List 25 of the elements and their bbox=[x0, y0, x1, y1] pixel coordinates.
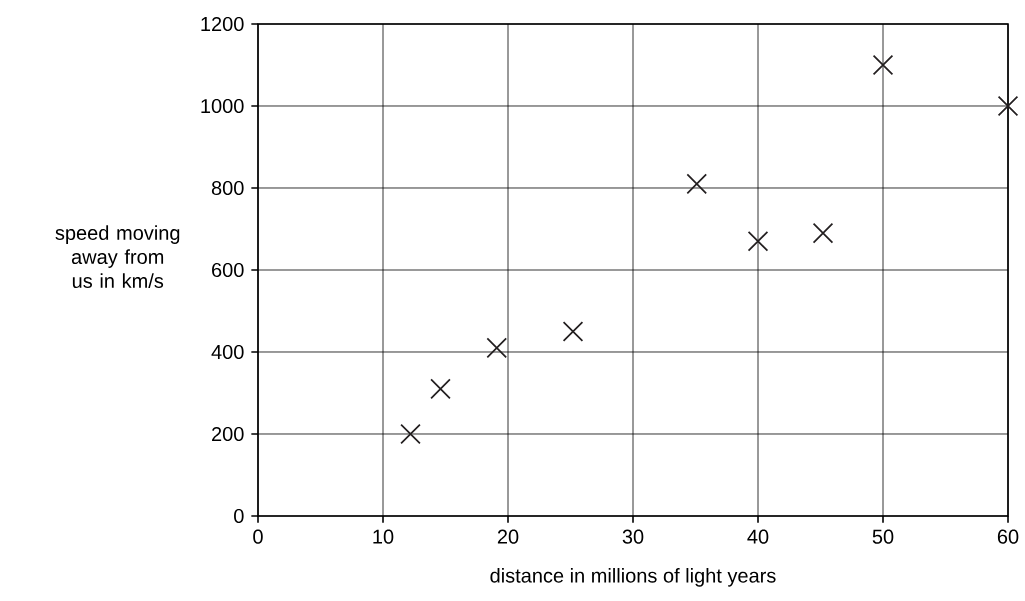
x-axis-title: distance in millions of light years bbox=[490, 568, 776, 587]
point bbox=[747, 231, 769, 252]
x-tick-label: 30 bbox=[622, 529, 644, 544]
point bbox=[686, 173, 708, 195]
x-tick-label: 0 bbox=[253, 529, 263, 544]
y-tick-label: 600 bbox=[212, 262, 244, 278]
point bbox=[486, 337, 508, 359]
y-tick-label: 1000 bbox=[201, 98, 244, 114]
y-tick-label: 1200 bbox=[201, 16, 244, 32]
x-tick-label: 20 bbox=[497, 529, 519, 544]
point bbox=[997, 95, 1019, 117]
x-tick-label: 50 bbox=[872, 529, 894, 544]
point bbox=[872, 54, 894, 76]
point bbox=[562, 321, 584, 342]
x-tick-label: 60 bbox=[997, 529, 1019, 544]
x-tick-label: 10 bbox=[373, 529, 394, 544]
y-tick-label: 0 bbox=[234, 508, 244, 524]
y-tick-label: 400 bbox=[211, 344, 244, 360]
point bbox=[400, 423, 421, 445]
y-tick-label: 800 bbox=[211, 180, 244, 196]
y-axis-title: speed moving away from us in km/s bbox=[55, 225, 180, 288]
x-tick-label: 40 bbox=[747, 529, 769, 544]
point bbox=[812, 222, 834, 244]
point bbox=[430, 378, 451, 400]
y-tick-label: 200 bbox=[212, 426, 244, 442]
